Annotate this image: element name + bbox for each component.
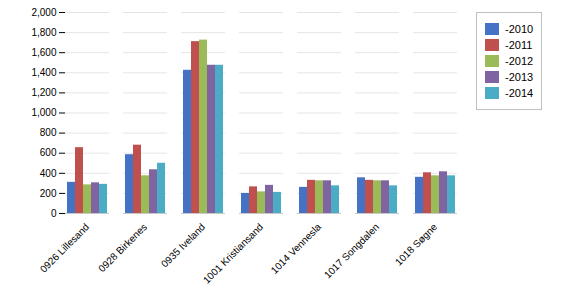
svg-text:1001 Kristiansand: 1001 Kristiansand xyxy=(201,221,265,285)
html-text:-2014: -2014 xyxy=(505,87,534,99)
svg-text:1014 Vennesla: 1014 Vennesla xyxy=(269,221,324,276)
svg-text:1,600: 1,600 xyxy=(31,47,56,58)
svg-text:200: 200 xyxy=(40,188,57,199)
svg-text:0: 0 xyxy=(51,208,57,219)
svg-text:2,000: 2,000 xyxy=(31,7,56,18)
svg-text:1018 Søgne: 1018 Søgne xyxy=(393,221,440,268)
svg-text:0926 Lillesand: 0926 Lillesand xyxy=(38,221,91,274)
svg-text:0928 Birkenes: 0928 Birkenes xyxy=(96,221,149,274)
svg-text:0935 Iveland: 0935 Iveland xyxy=(159,221,207,269)
svg-text:1017 Songdalen: 1017 Songdalen xyxy=(322,221,381,280)
html-text:-2011: -2011 xyxy=(505,39,533,51)
svg-text:1,000: 1,000 xyxy=(31,107,56,118)
svg-text:800: 800 xyxy=(40,127,57,138)
svg-text:400: 400 xyxy=(40,168,57,179)
svg-text:600: 600 xyxy=(40,147,57,158)
svg-text:1,200: 1,200 xyxy=(31,87,56,98)
svg-text:1,400: 1,400 xyxy=(31,67,56,78)
html-text:-2013: -2013 xyxy=(505,71,534,83)
html-text:-2010: -2010 xyxy=(505,23,534,35)
svg-text:1,800: 1,800 xyxy=(31,27,56,38)
html-text:-2012: -2012 xyxy=(505,55,534,67)
